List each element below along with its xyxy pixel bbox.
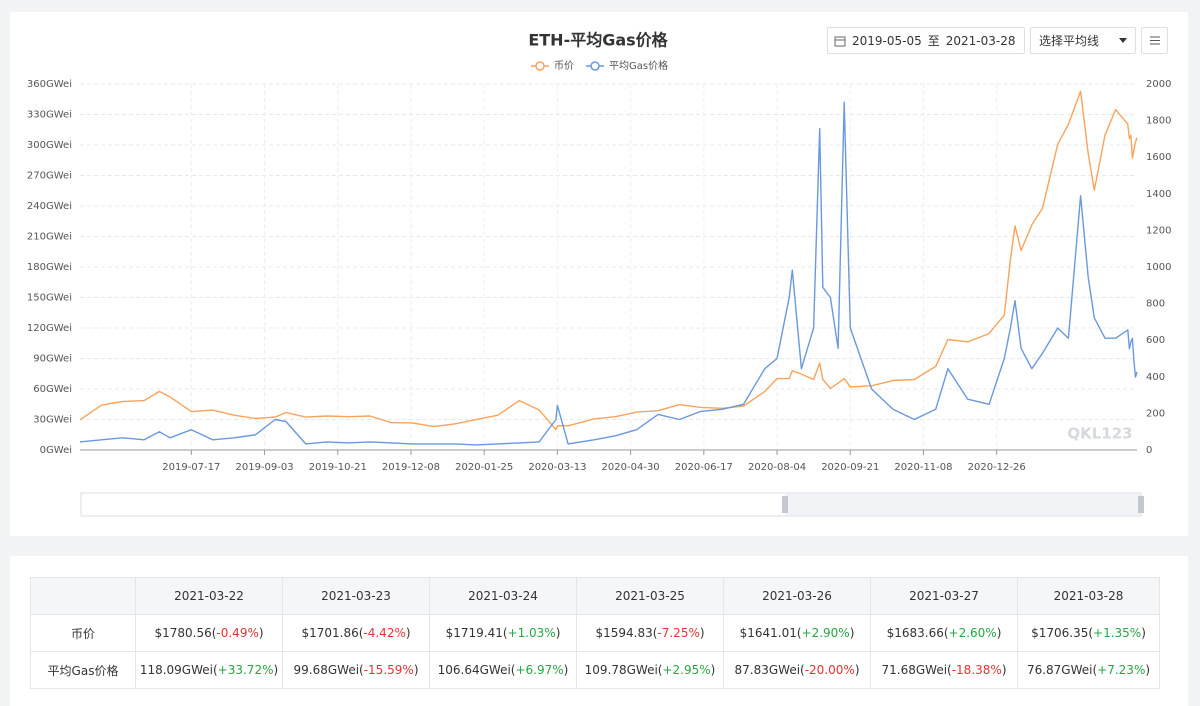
y-tick-label: 360GWei xyxy=(27,79,72,90)
x-tick-label: 2019-12-08 xyxy=(382,462,440,473)
y2-tick-label: 600 xyxy=(1146,335,1165,346)
y-tick-label: 210GWei xyxy=(27,232,72,243)
calendar-icon xyxy=(834,36,846,46)
y2-tick-label: 1400 xyxy=(1146,189,1171,200)
date-range-picker[interactable]: 2019-05-05 至 2021-03-28 xyxy=(827,27,1025,54)
x-tick-label: 2020-03-13 xyxy=(528,462,586,473)
x-tick-label: 2019-07-17 xyxy=(162,462,220,473)
column-date: 2021-03-25 xyxy=(576,577,724,615)
menu-button[interactable] xyxy=(1141,27,1168,54)
end-date: 2021-03-28 xyxy=(945,33,1016,48)
table-cell: 87.83GWei(-20.00%) xyxy=(723,651,871,689)
column-date: 2021-03-27 xyxy=(870,577,1018,615)
dropdown-arrow xyxy=(1119,37,1127,43)
table-cell: $1719.41(+1.03%) xyxy=(429,614,577,652)
x-tick-label: 2020-12-26 xyxy=(968,462,1026,473)
table-cell: $1706.35(+1.35%) xyxy=(1017,614,1160,652)
chart-card xyxy=(10,12,1188,536)
watermark: QKL123 xyxy=(1067,425,1132,443)
chart-title: ETH-平均Gas价格 xyxy=(528,31,668,50)
column-date: 2021-03-24 xyxy=(429,577,577,615)
table-cell: $1594.83(-7.25%) xyxy=(576,614,724,652)
y-tick-label: 90GWei xyxy=(33,354,72,365)
slider-window[interactable] xyxy=(785,493,1141,516)
table-header-row: 2021-03-22 2021-03-23 2021-03-24 2021-03-25… xyxy=(30,577,1160,615)
y2-tick-label: 0 xyxy=(1146,445,1152,456)
row-label: 平均Gas价格 xyxy=(30,651,136,689)
y-tick-label: 120GWei xyxy=(27,323,72,334)
column-date: 2021-03-28 xyxy=(1017,577,1160,615)
table-cell: 76.87GWei(+7.23%) xyxy=(1017,651,1160,689)
table-cell: $1780.56(-0.49%) xyxy=(135,614,283,652)
y-tick-label: 180GWei xyxy=(27,262,72,273)
start-date: 2019-05-05 xyxy=(852,33,922,48)
y-tick-label: 300GWei xyxy=(27,140,72,151)
y-tick-label: 60GWei xyxy=(33,384,72,395)
y-tick-label: 30GWei xyxy=(33,415,72,426)
x-tick-label: 2020-11-08 xyxy=(894,462,952,473)
y2-tick-label: 200 xyxy=(1146,408,1165,419)
legend-label: 平均Gas价格 xyxy=(609,59,668,72)
x-tick-label: 2019-10-21 xyxy=(309,462,367,473)
legend-marker xyxy=(590,61,600,71)
x-tick-label: 2020-04-30 xyxy=(602,462,660,473)
y-tick-label: 150GWei xyxy=(27,293,72,304)
series-line xyxy=(79,90,1138,431)
y2-tick-label: 2000 xyxy=(1146,79,1171,90)
y-tick-label: 0GWei xyxy=(40,445,72,456)
column-date: 2021-03-22 xyxy=(135,577,283,615)
legend-label: 币价 xyxy=(554,60,574,72)
column-date: 2021-03-23 xyxy=(282,577,430,615)
chart: ETH-平均Gas价格 币价 平均Gas价格 QKL123 0GWei 30GWei… xyxy=(27,31,1171,517)
row-label: 币价 xyxy=(30,614,136,652)
legend: 币价 平均Gas价格 xyxy=(531,59,668,72)
y2-tick-label: 1200 xyxy=(1146,225,1171,236)
y2-tick-label: 800 xyxy=(1146,299,1165,310)
y-tick-label: 270GWei xyxy=(27,171,72,182)
x-tick-label: 2020-06-17 xyxy=(675,462,733,473)
menu-icon xyxy=(1149,36,1160,45)
series-line xyxy=(79,101,1138,446)
table-cell: $1701.86(-4.42%) xyxy=(282,614,430,652)
table-cell: $1683.66(+2.60%) xyxy=(870,614,1018,652)
table-row: 币价 $1780.56(-0.49%) $1701.86(-4.42%) $1719.… xyxy=(30,614,1160,652)
x-tick-label: 2020-08-04 xyxy=(748,462,806,473)
date-separator: 至 xyxy=(927,34,940,48)
y2-tick-label: 1800 xyxy=(1146,116,1171,127)
slider-handle[interactable] xyxy=(782,496,788,513)
x-tick-label: 2020-01-25 xyxy=(455,462,513,473)
legend-marker xyxy=(535,61,545,71)
x-tick-label: 2019-09-03 xyxy=(235,462,293,473)
table-cell: 118.09GWei(+33.72%) xyxy=(135,651,283,689)
table-cell: $1641.01(+2.90%) xyxy=(723,614,871,652)
column-date: 2021-03-26 xyxy=(723,577,871,615)
table-row: 平均Gas价格 118.09GWei(+33.72%) 99.68GWei(-15.… xyxy=(30,651,1160,689)
y2-tick-label: 400 xyxy=(1146,372,1165,383)
ma-select-label: 选择平均线 xyxy=(1039,34,1100,48)
y-tick-label: 240GWei xyxy=(27,201,72,212)
data-table: 2021-03-22 2021-03-23 2021-03-24 2021-03-25… xyxy=(30,577,1160,689)
zoom-slider[interactable] xyxy=(80,492,1144,517)
table-cell: 71.68GWei(-18.38%) xyxy=(870,651,1018,689)
page: ETH-平均Gas价格 币价 平均Gas价格 QKL123 0GWei 30GWei… xyxy=(10,12,1188,706)
y2-tick-label: 1000 xyxy=(1146,262,1171,273)
table-cell: 106.64GWei(+6.97%) xyxy=(429,651,577,689)
y-tick-label: 330GWei xyxy=(27,110,72,121)
slider-handle[interactable] xyxy=(1138,496,1144,513)
x-tick-label: 2020-09-21 xyxy=(821,462,879,473)
ma-select[interactable]: 选择平均线 xyxy=(1030,27,1136,54)
y2-tick-label: 1600 xyxy=(1146,152,1171,163)
table-corner xyxy=(30,577,136,615)
table-cell: 99.68GWei(-15.59%) xyxy=(282,651,430,689)
table-cell: 109.78GWei(+2.95%) xyxy=(576,651,724,689)
